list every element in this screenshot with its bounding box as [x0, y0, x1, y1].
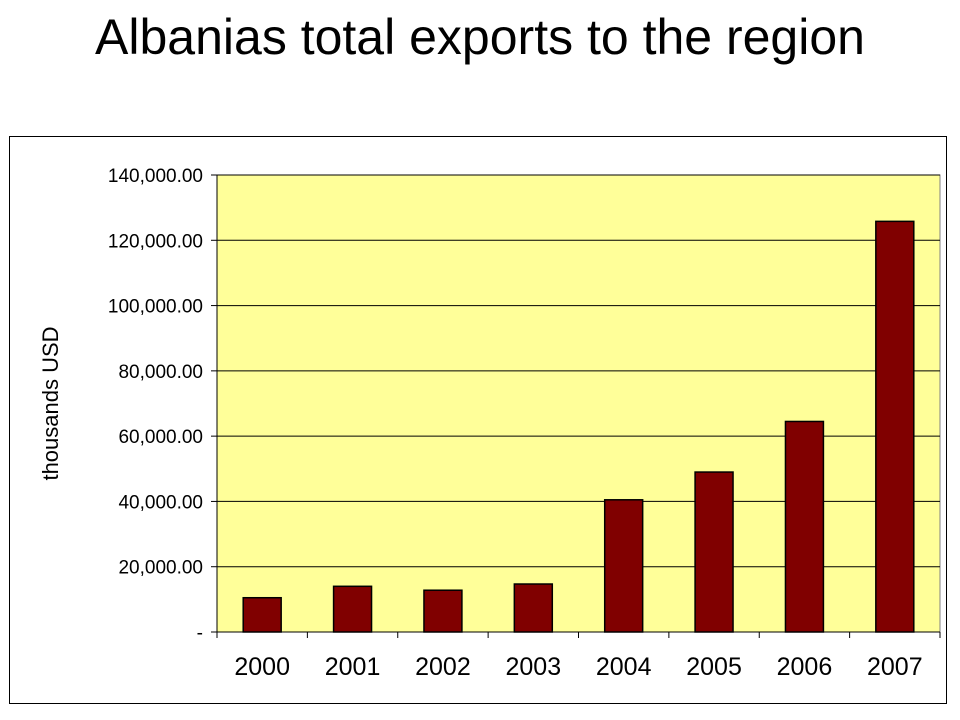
y-tick-label: 40,000.00	[118, 492, 203, 513]
axes	[211, 174, 941, 638]
slide-title: Albanias total exports to the region	[95, 9, 865, 65]
bar-2007	[875, 220, 915, 633]
x-tick-label: 2001	[325, 653, 381, 681]
y-tick-label: 60,000.00	[118, 427, 203, 448]
y-tick-label: 120,000.00	[108, 231, 203, 252]
y-tick-label: 100,000.00	[108, 297, 203, 318]
y-tick-labels: - 20,000.00 40,000.00 60,000.00 80,000.00 100…	[108, 166, 203, 644]
bars	[242, 220, 915, 633]
bar-2006	[784, 420, 825, 633]
plot-area	[216, 174, 941, 633]
x-tick-label: 2004	[596, 653, 652, 681]
bar-2002	[423, 589, 463, 633]
y-tick-label: 80,000.00	[118, 362, 203, 383]
y-tick-label: 140,000.00	[108, 166, 203, 187]
x-tick-label: 2006	[777, 653, 833, 681]
y-tick-label: 20,000.00	[118, 558, 203, 579]
y-tick-label: -	[197, 623, 203, 644]
y-axis-title: thousands USD	[38, 326, 63, 480]
x-tick-label: 2003	[506, 653, 562, 681]
bar-2005	[694, 471, 734, 633]
bar-2003	[513, 583, 554, 633]
bar-2004	[603, 499, 644, 633]
bar-chart: - 20,000.00 40,000.00 60,000.00 80,000.00 100…	[38, 166, 941, 681]
x-tick-labels: 2000 2001 2002 2003 2004 2005 2006 2007	[234, 653, 922, 681]
bar-2000	[242, 596, 282, 633]
gridlines	[217, 174, 940, 568]
x-tick-label: 2000	[234, 653, 290, 681]
bar-2001	[332, 585, 373, 633]
chart-frame: - 20,000.00 40,000.00 60,000.00 80,000.00 100…	[9, 136, 947, 704]
x-tick-label: 2002	[415, 653, 471, 681]
x-tick-label: 2007	[867, 653, 923, 681]
x-tick-label: 2005	[686, 653, 742, 681]
